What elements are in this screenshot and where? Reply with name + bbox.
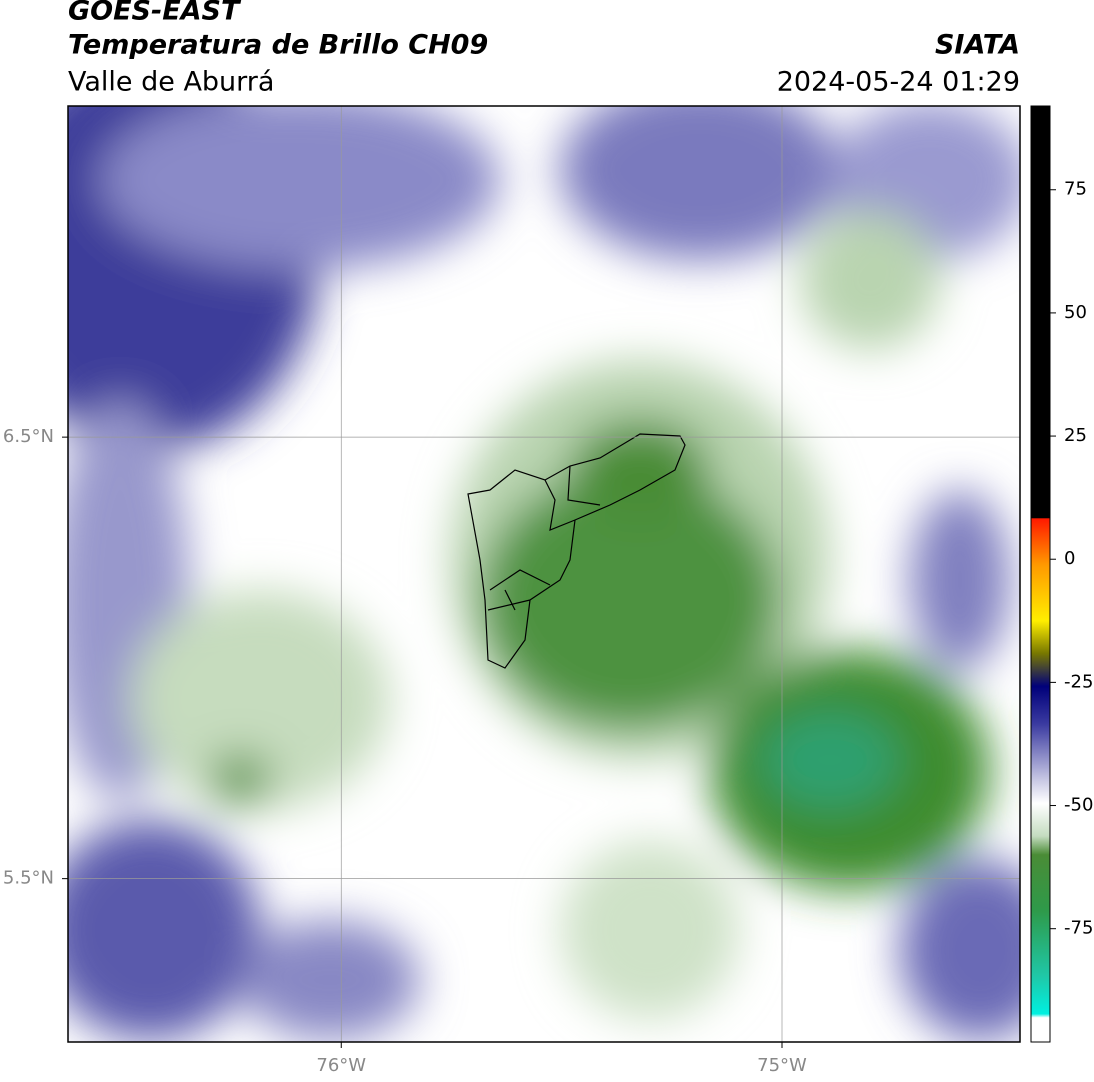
colorbar-tick-label: 75 <box>1064 179 1087 200</box>
colorbar <box>1030 105 1051 1043</box>
lat-tick-label: 5.5°N <box>3 868 54 889</box>
title: GOES-EAST <box>68 0 242 27</box>
colorbar-tick-label: -25 <box>1064 671 1093 692</box>
lat-tick-label: 6.5°N <box>3 426 54 447</box>
colorbar-tick-label: 50 <box>1064 302 1087 323</box>
imagery <box>68 106 1020 1042</box>
colorbar-tick-label: -50 <box>1064 795 1093 816</box>
region: Valle de Aburrá <box>68 67 274 98</box>
colorbar-tick-label: -75 <box>1064 918 1093 939</box>
colorbar-tick-label: 0 <box>1064 548 1075 569</box>
lon-tick-label: 75°W <box>757 1055 807 1076</box>
subtitle: Temperatura de Brillo CH09 <box>68 30 488 61</box>
datetime: 2024-05-24 01:29 <box>777 67 1020 98</box>
lon-tick-label: 76°W <box>316 1055 366 1076</box>
colorbar-tick-label: 25 <box>1064 425 1087 446</box>
map-frame <box>67 105 1021 1043</box>
agency: SIATA <box>935 30 1020 61</box>
graticule <box>68 106 1020 1042</box>
